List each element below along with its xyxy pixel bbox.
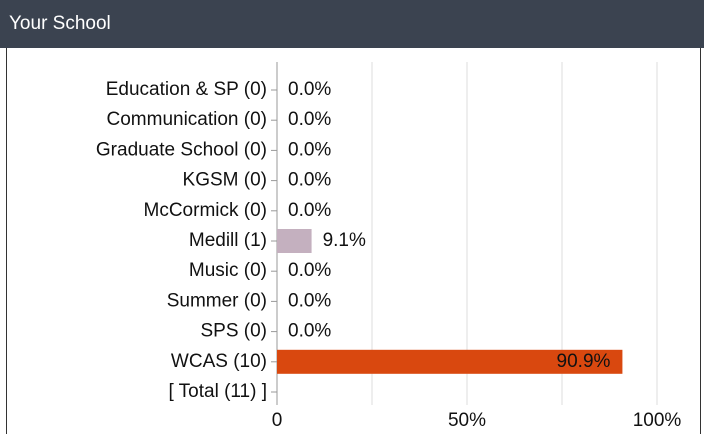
y-tick-label: McCormick (0) bbox=[144, 200, 268, 221]
value-label: 0.0% bbox=[288, 109, 331, 130]
y-tick-label: Education & SP (0) bbox=[106, 79, 267, 100]
value-label: 90.9% bbox=[557, 351, 611, 372]
value-label: 0.0% bbox=[288, 200, 331, 221]
y-tick-label: [ Total (11) ] bbox=[168, 381, 267, 402]
y-tick-label: WCAS (10) bbox=[171, 351, 267, 372]
value-label: 0.0% bbox=[288, 79, 331, 100]
bar bbox=[277, 229, 312, 253]
y-tick-label: Music (0) bbox=[189, 260, 267, 281]
y-tick-label: KGSM (0) bbox=[183, 170, 267, 191]
value-label: 0.0% bbox=[288, 321, 331, 342]
y-tick-label: SPS (0) bbox=[200, 321, 267, 342]
x-tick-label: 0 bbox=[272, 410, 283, 431]
x-tick-label: 50% bbox=[448, 410, 486, 431]
y-tick-label: Graduate School (0) bbox=[96, 139, 267, 160]
value-label: 9.1% bbox=[323, 230, 366, 251]
panel-header: Your School bbox=[0, 0, 704, 48]
value-label: 0.0% bbox=[288, 139, 331, 160]
value-label: 0.0% bbox=[288, 260, 331, 281]
value-label: 0.0% bbox=[288, 290, 331, 311]
x-tick-label: 100% bbox=[633, 410, 682, 431]
chart-title: Your School bbox=[9, 13, 111, 34]
y-tick-label: Communication (0) bbox=[107, 109, 268, 130]
bar bbox=[277, 349, 623, 374]
y-tick-label: Summer (0) bbox=[167, 290, 267, 311]
value-label: 0.0% bbox=[288, 170, 331, 191]
y-tick-label: Medill (1) bbox=[189, 230, 267, 251]
